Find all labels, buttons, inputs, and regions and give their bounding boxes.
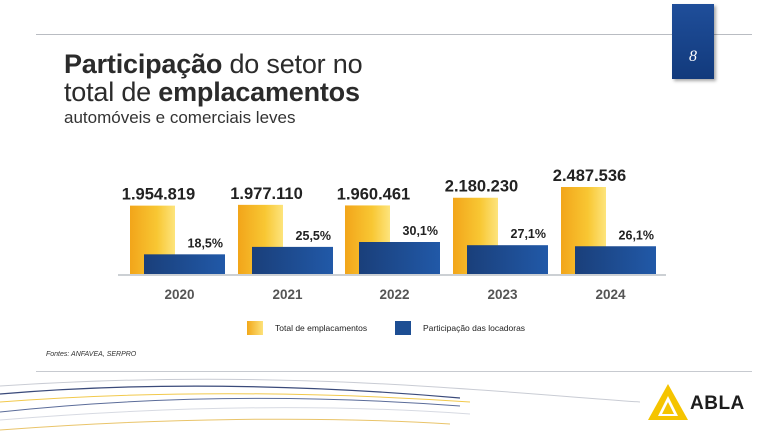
slide-subtitle: automóveis e comerciais leves: [64, 108, 296, 127]
x-tick-2021: 2021: [272, 287, 303, 302]
label-share-2023: 27,1%: [511, 227, 546, 241]
bar-share-2022: [359, 242, 440, 274]
label-share-2022: 30,1%: [403, 224, 438, 238]
label-total-2024: 2.487.536: [553, 167, 626, 185]
label-total-2023: 2.180.230: [445, 178, 518, 196]
abla-logo: ABLA: [646, 382, 756, 422]
bottom-divider: [36, 371, 752, 372]
title-line-2: total de emplacamentos: [64, 78, 362, 106]
label-total-2022: 1.960.461: [337, 185, 410, 203]
logo-text: ABLA: [690, 393, 745, 414]
page-number-badge: 8: [672, 4, 714, 79]
x-tick-2024: 2024: [595, 287, 626, 302]
label-share-2024: 26,1%: [619, 228, 654, 242]
title-line-1: Participação do setor no: [64, 49, 363, 79]
x-tick-2023: 2023: [487, 287, 518, 302]
label-total-2020: 1.954.819: [122, 186, 195, 204]
title-rest-1: do setor no: [222, 49, 363, 79]
legend-swatch-total: [247, 321, 263, 335]
title-bold-1: Participação: [64, 49, 223, 79]
source-note: Fontes: ANFAVEA, SERPRO: [46, 351, 137, 358]
label-share-2021: 25,5%: [296, 229, 331, 243]
label-share-2020: 18,5%: [188, 236, 223, 250]
bar-share-2023: [467, 245, 548, 274]
x-tick-2020: 2020: [164, 287, 194, 302]
legend-swatch-share: [395, 321, 411, 335]
bar-chart: 1.954.819 18,5% 2020 1.977.110 25,5% 2021 1.96…: [118, 167, 666, 302]
page-number: 8: [689, 48, 697, 65]
label-total-2021: 1.977.110: [230, 185, 303, 203]
title-rest-2: total de: [64, 77, 159, 107]
legend-label-share: Participação das locadoras: [423, 323, 526, 333]
bar-share-2020: [144, 254, 225, 274]
bar-share-2021: [252, 246, 333, 274]
legend-label-total: Total de emplacamentos: [275, 323, 368, 333]
top-divider: [36, 34, 752, 35]
abla-triangle-logo-icon: [648, 384, 688, 420]
title-bold-2: emplacamentos: [158, 77, 360, 107]
decorative-waves: [0, 378, 640, 431]
bar-share-2024: [575, 246, 656, 274]
x-tick-2022: 2022: [379, 287, 409, 302]
slide-title: Participação do setor no total de emplac…: [64, 49, 363, 106]
